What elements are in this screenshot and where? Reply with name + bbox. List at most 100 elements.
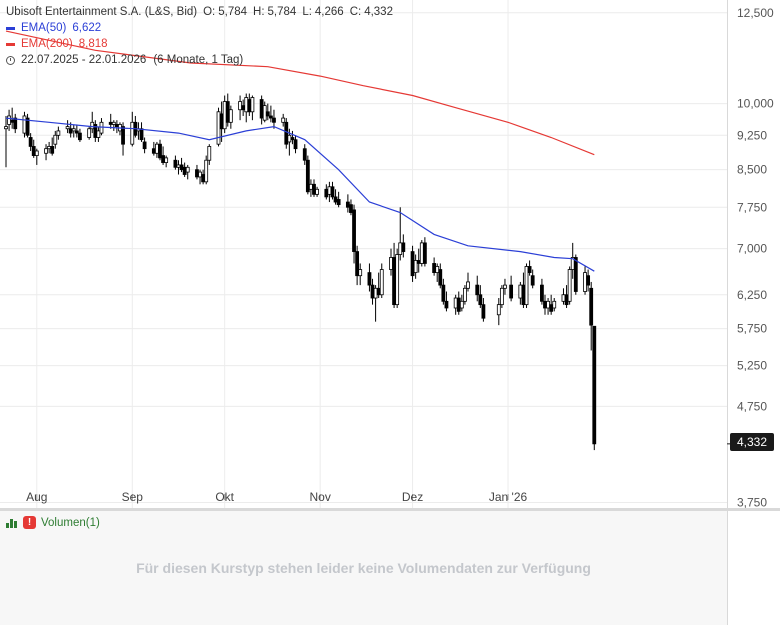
candle-body — [65, 126, 70, 130]
candle-body — [158, 143, 162, 159]
candle-body — [195, 169, 199, 178]
candle-body — [241, 105, 246, 111]
candle-body — [90, 121, 95, 130]
candle-body — [432, 263, 437, 273]
candle-body — [543, 300, 547, 309]
y-tick-label: 3,750 — [737, 496, 767, 510]
chart-legend: Ubisoft Entertainment S.A. (L&S, Bid) O:… — [6, 4, 393, 68]
candle-body — [302, 148, 307, 161]
y-tick-label: 9,250 — [737, 128, 767, 142]
y-tick-label: 6,250 — [737, 288, 767, 302]
candle-body — [222, 101, 227, 130]
candle-body — [244, 97, 249, 113]
candle-body — [527, 266, 532, 273]
candle-body — [518, 284, 523, 299]
candle-body — [198, 171, 202, 178]
candle-body — [358, 269, 363, 277]
candle-body — [78, 132, 82, 141]
candle-body — [567, 269, 572, 302]
legend-ema50[interactable]: EMA(50) 6,622 — [6, 20, 393, 36]
x-tick-label: Aug — [26, 490, 47, 504]
range-detail: (6 Monate, 1 Tag) — [153, 54, 244, 66]
ema50-swatch — [6, 26, 15, 30]
candle-body — [247, 99, 252, 113]
candle-body — [352, 209, 356, 252]
candle-body — [392, 257, 396, 306]
candle-body — [207, 146, 212, 161]
y-tick-label: 5,750 — [737, 322, 767, 336]
candle-body — [179, 164, 184, 171]
candle-body — [219, 113, 224, 130]
candle-body — [228, 109, 233, 123]
candle-body — [309, 183, 313, 190]
instrument-title: Ubisoft Entertainment S.A. (L&S, Bid) — [6, 6, 198, 18]
volume-legend[interactable]: ! Volumen(1) — [6, 516, 100, 529]
date-range: 22.07.2025 - 22.01.2026 — [21, 54, 147, 66]
candle-body — [549, 304, 554, 312]
candle-body — [422, 242, 427, 264]
candle-body — [7, 115, 11, 125]
candle-body — [330, 186, 335, 198]
candle-body — [530, 275, 535, 286]
candle-body — [561, 294, 566, 302]
legend-ema200[interactable]: EMA(200) 8,818 — [6, 36, 393, 52]
candle-body — [238, 101, 242, 111]
candle-body — [503, 284, 507, 289]
candle-body — [164, 157, 169, 163]
candle-body — [592, 325, 597, 445]
candle-body — [47, 146, 52, 150]
close-label: C: — [349, 6, 362, 18]
candle-body — [376, 287, 381, 296]
candle-body — [53, 134, 58, 145]
candle-body — [398, 242, 403, 255]
candle-body — [96, 130, 101, 138]
candle-body — [281, 117, 286, 123]
candle-body — [453, 297, 458, 309]
candle-body — [155, 143, 159, 154]
volume-panel — [0, 511, 727, 625]
clock-icon — [6, 55, 15, 65]
candle-body — [31, 146, 36, 156]
low-label: L: — [302, 6, 312, 18]
ema200-swatch — [6, 42, 15, 46]
open-value: 5,784 — [218, 6, 248, 18]
candle-body — [327, 186, 332, 195]
candle-body — [74, 130, 79, 134]
candle-body — [161, 155, 165, 163]
high-value: 5,784 — [267, 6, 297, 18]
candle-body — [389, 257, 393, 270]
candle-body — [496, 304, 501, 316]
x-tick-label: Dez — [402, 490, 423, 504]
candle-body — [185, 166, 190, 173]
x-tick-label: Jan '26 — [489, 490, 528, 504]
candle-body — [151, 148, 156, 154]
candle-body — [312, 183, 316, 195]
legend-range-row[interactable]: 22.07.2025 - 22.01.2026 (6 Monate, 1 Tag… — [6, 52, 393, 68]
candle-body — [250, 97, 255, 113]
open-label: O: — [203, 6, 216, 18]
candle-body — [370, 284, 375, 299]
candle-body — [108, 121, 113, 125]
candle-body — [34, 150, 39, 156]
candle-body — [481, 304, 486, 319]
candle-body — [262, 105, 267, 121]
y-tick-label: 7,000 — [737, 242, 767, 256]
candle-body — [68, 128, 73, 134]
candle-body — [413, 260, 418, 273]
candle-body — [287, 134, 292, 143]
candle-body — [305, 159, 310, 193]
y-tick-label: 10,000 — [737, 97, 774, 111]
candle-body — [589, 287, 594, 326]
candle-body — [459, 300, 464, 309]
candle-body — [22, 115, 27, 134]
candle-body — [130, 121, 135, 145]
candle-body — [416, 260, 421, 264]
high-label: H: — [253, 6, 265, 18]
candle-body — [410, 251, 415, 277]
candle-body — [284, 121, 289, 145]
candle-body — [573, 257, 578, 292]
candle-body — [293, 139, 298, 150]
candle-body — [142, 141, 147, 150]
candle-body — [272, 117, 276, 123]
